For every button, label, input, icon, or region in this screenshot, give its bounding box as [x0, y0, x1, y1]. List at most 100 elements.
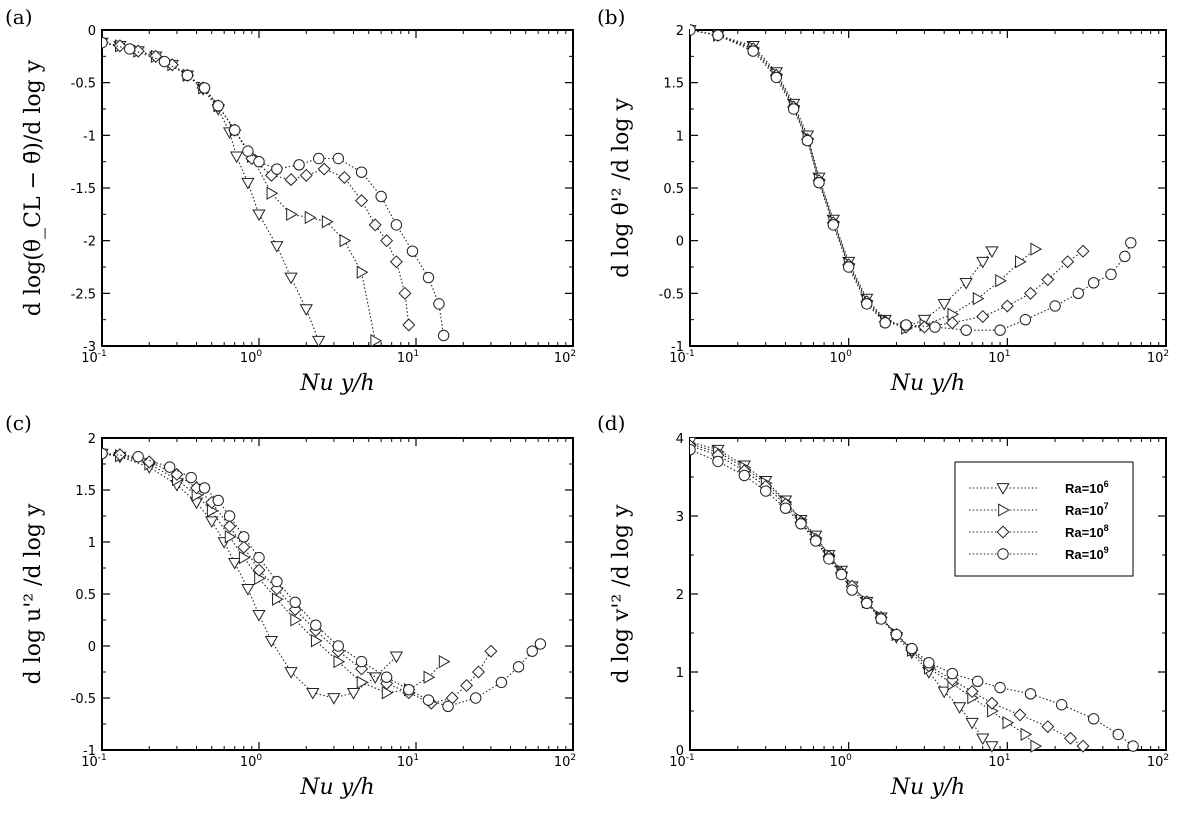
data-point-circle — [1019, 313, 1032, 326]
series-group — [690, 24, 1137, 336]
y-tick-label: 0 — [676, 235, 684, 250]
data-point-diamond — [985, 696, 999, 710]
legend-marker-triangle-right — [998, 503, 1010, 517]
data-point-diamond — [402, 318, 416, 332]
data-point-circle — [390, 219, 403, 231]
x-tick-label: 100 — [240, 349, 263, 366]
data-point-circle — [690, 24, 696, 36]
data-point-diamond — [471, 665, 485, 679]
y-tick-label: -1 — [83, 129, 96, 144]
data-point-circle — [861, 298, 873, 310]
chart-panel-2: (c) 10-1 100 101 102 2 1.5 1 0.5 0 -0.5 -1 Nu y/h d l… — [5, 411, 576, 800]
data-point-triangle-down — [976, 733, 990, 746]
data-point-circle — [971, 675, 984, 688]
data-point-circle — [994, 324, 1006, 336]
data-point-diamond — [1061, 255, 1075, 269]
data-point-circle — [495, 676, 508, 689]
series-line-triangle-down — [690, 29, 993, 328]
x-axis-title: Nu y/h — [890, 775, 965, 800]
data-point-circle — [890, 628, 903, 641]
series-line-triangle-down — [102, 42, 320, 341]
data-point-diamond — [252, 563, 266, 577]
data-point-circle — [102, 447, 108, 460]
data-point-circle — [1125, 237, 1137, 249]
data-point-triangle-right — [972, 291, 985, 306]
series-line-diamond — [690, 445, 1084, 747]
x-tick-label: 10-1 — [669, 753, 695, 770]
x-tick-label: 102 — [1147, 349, 1169, 366]
data-point-triangle-down — [937, 686, 951, 699]
y-tick-label: 2 — [676, 588, 684, 603]
data-point-circle — [747, 45, 759, 57]
data-point-triangle-down — [389, 651, 404, 664]
data-point-circle — [946, 667, 959, 680]
data-point-diamond — [1063, 731, 1077, 745]
series-line-diamond — [690, 29, 1084, 328]
data-point-circle — [332, 152, 345, 165]
y-axis-title: d log u'² /d log y — [21, 503, 46, 684]
x-tick-label: 100 — [830, 349, 853, 366]
data-point-circle — [738, 469, 751, 482]
data-point-circle — [929, 321, 941, 333]
y-tick-label: -0.5 — [71, 692, 96, 707]
data-point-triangle-right — [272, 592, 284, 606]
series-line-circle — [102, 42, 445, 336]
series-line-triangle-down — [690, 441, 993, 747]
y-tick-label: -2 — [83, 235, 96, 250]
y-tick-label: 2 — [676, 24, 684, 39]
data-point-triangle-down — [252, 609, 266, 622]
data-point-triangle-right — [1020, 727, 1033, 742]
data-point-circle — [253, 155, 265, 168]
data-point-circle — [132, 451, 144, 463]
data-point-circle — [312, 152, 325, 165]
data-point-circle — [1072, 287, 1084, 300]
data-point-circle — [102, 36, 108, 49]
data-point-circle — [512, 661, 525, 673]
data-point-circle — [123, 43, 136, 55]
plot-frame — [101, 29, 574, 347]
data-point-circle — [712, 29, 724, 41]
data-point-diamond — [484, 644, 498, 658]
data-point-circle — [1055, 699, 1068, 711]
data-point-circle — [712, 455, 724, 468]
data-point-circle — [1105, 268, 1117, 281]
data-point-diamond — [368, 218, 382, 232]
data-point-triangle-right — [286, 207, 298, 221]
y-tick-label: -1.5 — [71, 182, 96, 197]
y-tick-label: 1 — [676, 129, 684, 144]
data-point-circle — [760, 485, 772, 497]
data-point-triangle-down — [241, 583, 255, 596]
x-axis-title: Nu y/h — [890, 371, 965, 396]
data-point-circle — [271, 163, 283, 175]
data-point-diamond — [398, 286, 412, 300]
series-group — [690, 437, 1139, 753]
data-point-circle — [437, 329, 450, 342]
data-point-diamond — [389, 255, 403, 269]
data-point-diamond — [1076, 244, 1090, 258]
data-point-circle — [801, 134, 814, 147]
data-point-circle — [787, 103, 800, 115]
data-point-triangle-down — [985, 246, 999, 259]
data-point-triangle-right — [1002, 716, 1015, 730]
data-point-circle — [406, 245, 419, 257]
data-point-circle — [900, 319, 912, 331]
legend-label: Ra=106 — [1065, 479, 1109, 496]
y-tick-label: 4 — [676, 432, 684, 447]
series-line-diamond — [102, 453, 492, 704]
data-point-triangle-down — [306, 687, 320, 700]
data-point-triangle-right — [321, 215, 334, 229]
y-tick-label: -2.5 — [71, 287, 96, 302]
data-point-triangle-right — [381, 686, 394, 700]
data-point-diamond — [1024, 286, 1038, 300]
x-tick-label: 10-1 — [669, 349, 695, 366]
data-point-circle — [223, 510, 236, 522]
data-point-circle — [403, 683, 415, 696]
data-point-triangle-down — [312, 335, 326, 348]
data-point-circle — [185, 471, 197, 484]
data-point-triangle-down — [327, 693, 341, 705]
data-point-circle — [355, 166, 368, 178]
data-point-triangle-down — [299, 304, 313, 316]
x-axis-title: Nu y/h — [299, 371, 374, 396]
series-line-circle — [690, 29, 1132, 331]
legend-marker-triangle-down — [996, 483, 1010, 495]
